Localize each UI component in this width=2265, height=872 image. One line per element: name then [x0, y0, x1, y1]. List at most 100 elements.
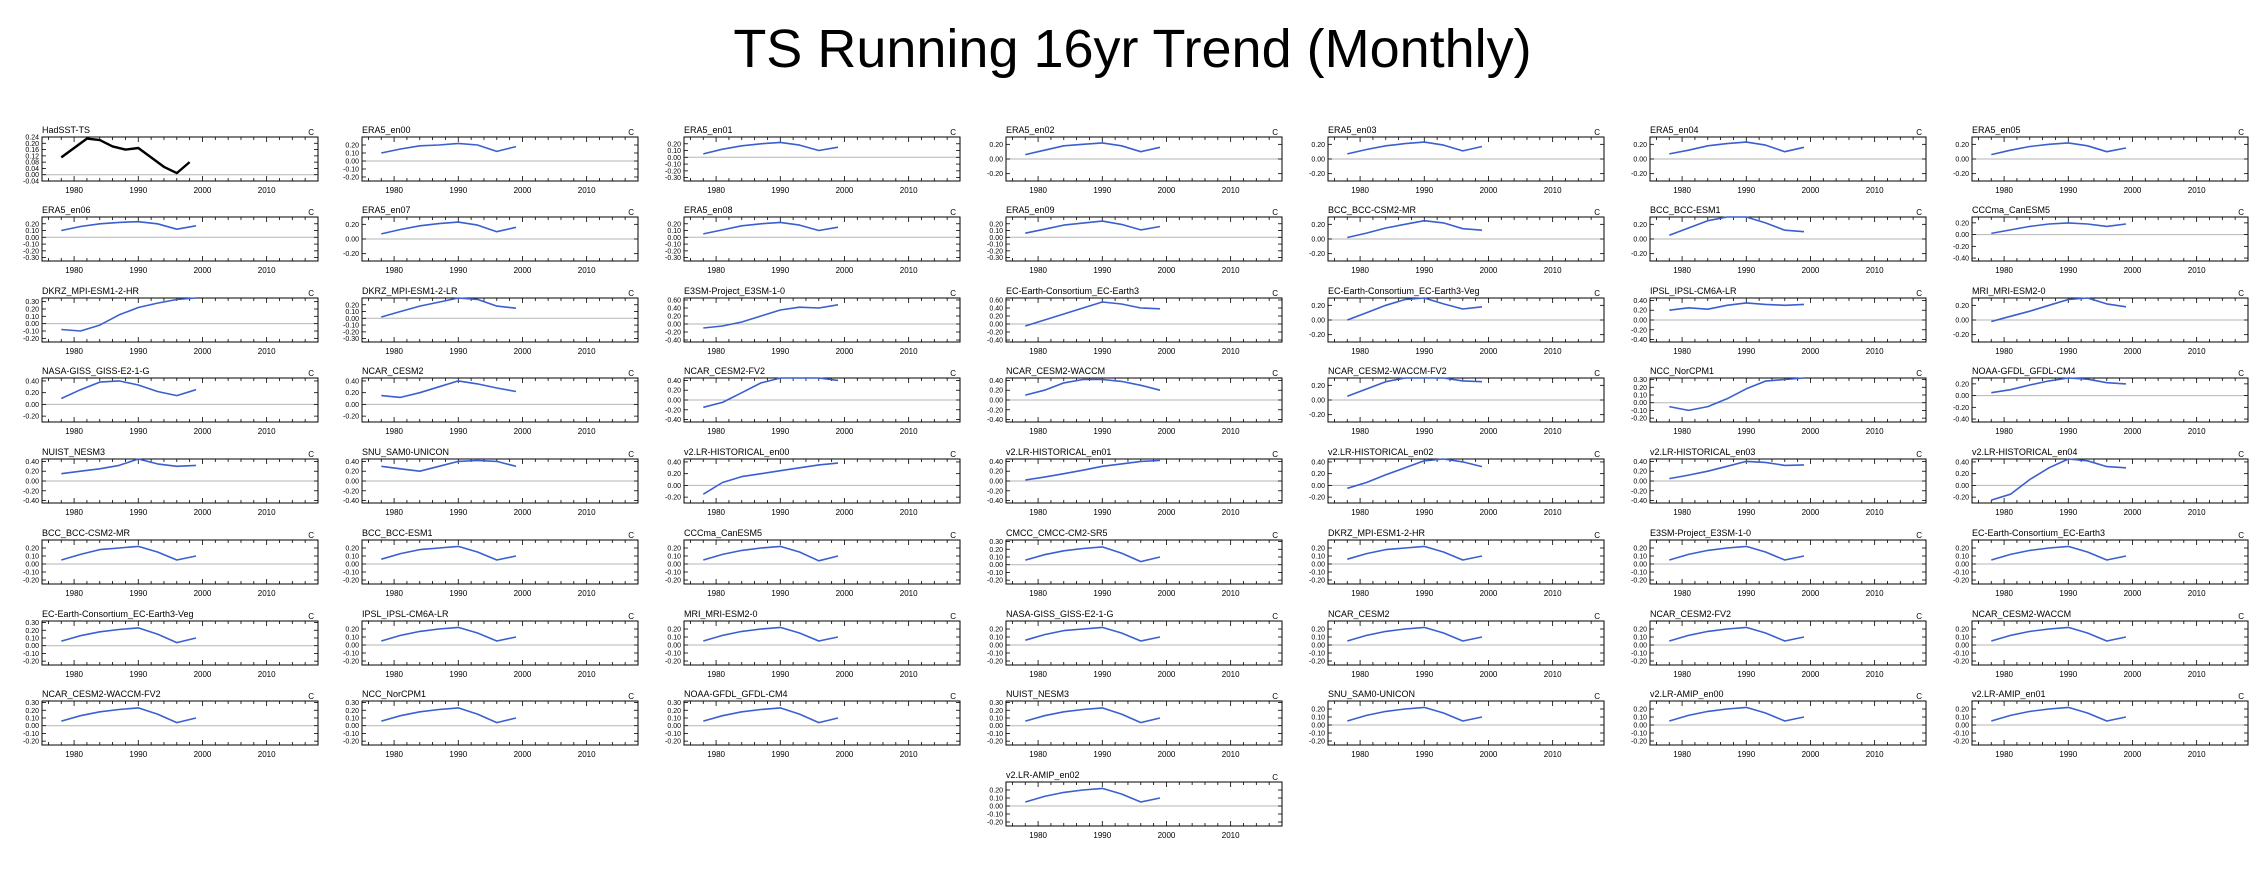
y-tick-label: 0.00 — [1955, 157, 1969, 164]
y-tick-label: 0.10 — [345, 554, 359, 561]
y-tick-label: -0.20 — [343, 488, 359, 495]
y-tick-label: -0.20 — [1309, 495, 1325, 502]
y-tick-label: -0.10 — [23, 570, 39, 577]
y-tick-label: 0.40 — [1633, 298, 1647, 305]
y-tick-label: 0.00 — [1955, 393, 1969, 400]
y-tick-label: -0.20 — [1631, 251, 1647, 258]
y-tick-label: 0.10 — [989, 554, 1003, 561]
y-tick-label: 0.20 — [1955, 303, 1969, 310]
model-series-line — [1347, 219, 1483, 239]
panel-frame — [361, 700, 639, 746]
panel-frame — [1649, 539, 1927, 585]
y-tick-label: 0.00 — [1955, 483, 1969, 490]
panel-title: MRI_MRI-ESM2-0 — [1972, 286, 2046, 296]
x-tick-label: 2010 — [258, 508, 276, 517]
x-tick-label: 2010 — [900, 347, 918, 356]
y-tick-label: 0.10 — [1311, 715, 1325, 722]
y-tick-label: -0.40 — [1631, 337, 1647, 344]
x-tick-label: 2000 — [514, 266, 532, 275]
panel-unit: C — [308, 450, 314, 459]
model-series-line — [703, 545, 839, 562]
y-tick-label: -0.10 — [987, 812, 1003, 819]
x-tick-label: 2010 — [1222, 427, 1240, 436]
y-tick-label: 0.00 — [989, 398, 1003, 405]
x-tick-label: 1980 — [1029, 831, 1047, 840]
x-tick-label: 2010 — [1866, 670, 1884, 679]
y-tick-label: 0.40 — [989, 459, 1003, 466]
x-tick-label: 1990 — [1415, 347, 1433, 356]
x-tick-label: 2000 — [2124, 347, 2142, 356]
y-tick-label: -0.20 — [1631, 327, 1647, 334]
chart-panel: MRI_MRI-ESM2-0 C 0.200.100.00-0.10-0.20 198… — [665, 609, 961, 679]
x-tick-label: 1980 — [707, 186, 725, 195]
y-tick-label: 0.10 — [1311, 635, 1325, 642]
x-tick-label: 1980 — [1029, 186, 1047, 195]
x-tick-label: 1980 — [707, 670, 725, 679]
y-tick-label: -0.10 — [23, 731, 39, 738]
panel-title: ERA5_en05 — [1972, 125, 2021, 135]
panel-unit: C — [2238, 450, 2244, 459]
x-tick-label: 2010 — [1866, 427, 1884, 436]
panel-unit: C — [1916, 531, 1922, 540]
panel-title: EC-Earth-Consortium_EC-Earth3-Veg — [1328, 286, 1480, 296]
y-tick-label: -0.40 — [1953, 417, 1969, 424]
y-tick-label: 0.10 — [1955, 554, 1969, 561]
y-tick-label: 0.00 — [989, 562, 1003, 569]
model-series-line — [1025, 301, 1161, 327]
y-tick-label: -0.20 — [665, 248, 681, 255]
chart-panel: NCAR_CESM2 C 0.200.100.00-0.10-0.20 1980 199… — [1309, 609, 1605, 679]
panel-unit: C — [308, 208, 314, 217]
y-tick-label: 0.20 — [1311, 707, 1325, 714]
y-tick-label: 0.30 — [345, 700, 359, 707]
x-tick-label: 1980 — [65, 186, 83, 195]
y-tick-label: -0.10 — [1309, 570, 1325, 577]
y-tick-label: 0.00 — [989, 479, 1003, 486]
y-tick-label: -0.10 — [343, 323, 359, 330]
chart-panel: NCC_NorCPM1 C 0.300.200.100.00-0.10-0.20 19… — [343, 689, 639, 759]
y-tick-label: -0.20 — [343, 739, 359, 746]
y-tick-label: -0.20 — [1953, 332, 1969, 339]
panel-frame — [1649, 377, 1927, 423]
y-tick-label: 0.10 — [25, 554, 39, 561]
x-tick-label: 1990 — [1737, 427, 1755, 436]
y-tick-label: 0.00 — [1955, 562, 1969, 569]
y-tick-label: 0.40 — [345, 459, 359, 466]
y-tick-label: -0.40 — [987, 498, 1003, 505]
x-tick-label: 1990 — [1415, 589, 1433, 598]
chart-panel: ERA5_en00 C 0.200.100.00-0.10-0.20 1980 1990… — [343, 125, 639, 195]
y-tick-label: 0.20 — [25, 390, 39, 397]
chart-panel: DKRZ_MPI-ESM1-2-HR C 0.300.200.100.00-0.10… — [23, 286, 319, 356]
x-tick-label: 2010 — [2188, 508, 2206, 517]
x-tick-label: 2000 — [194, 589, 212, 598]
x-tick-label: 1990 — [771, 508, 789, 517]
y-tick-label: 0.10 — [25, 314, 39, 321]
panel-frame — [41, 620, 319, 666]
y-tick-label: -0.20 — [665, 407, 681, 414]
y-tick-label: -0.10 — [1631, 408, 1647, 415]
y-tick-label: -0.20 — [987, 171, 1003, 178]
x-tick-label: 1980 — [1351, 427, 1369, 436]
model-series-line — [1347, 377, 1483, 398]
panel-unit: C — [950, 128, 956, 137]
panel-unit: C — [628, 369, 634, 378]
y-tick-label: 0.20 — [667, 627, 681, 634]
x-tick-label: 1990 — [1093, 347, 1111, 356]
panel-title: NOAA-GFDL_GFDL-CM4 — [684, 689, 788, 699]
y-tick-label: 0.00 — [1633, 723, 1647, 730]
x-tick-label: 2000 — [2124, 266, 2142, 275]
x-tick-label: 2010 — [578, 589, 596, 598]
y-tick-label: -0.20 — [1309, 659, 1325, 666]
panel-title: ERA5_en02 — [1006, 125, 1055, 135]
y-tick-label: 0.20 — [989, 788, 1003, 795]
x-tick-label: 1980 — [65, 508, 83, 517]
panel-frame — [41, 700, 319, 746]
x-tick-label: 1980 — [1029, 508, 1047, 517]
panel-title: EC-Earth-Consortium_EC-Earth3 — [1006, 286, 1139, 296]
y-tick-label: -0.20 — [1631, 578, 1647, 585]
model-series-line — [381, 626, 517, 642]
panel-title: NCAR_CESM2 — [1328, 609, 1390, 619]
x-tick-label: 1980 — [1029, 670, 1047, 679]
x-tick-label: 1990 — [1415, 750, 1433, 759]
x-tick-label: 1990 — [1415, 186, 1433, 195]
model-series-line — [1347, 545, 1483, 561]
